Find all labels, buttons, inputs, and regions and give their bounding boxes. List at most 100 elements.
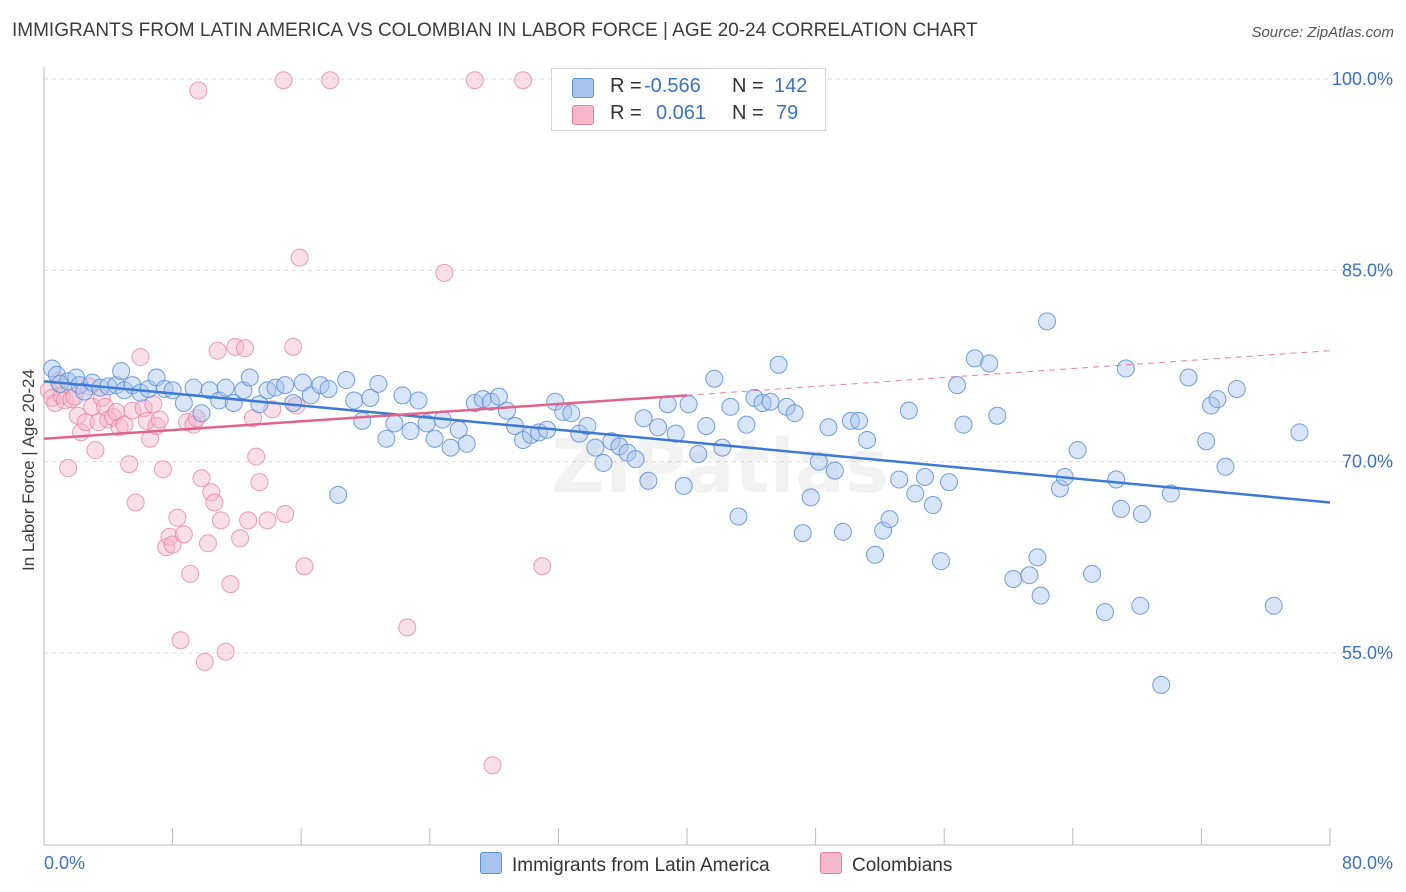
latin-america-point — [1179, 368, 1198, 387]
source-label: Source: ZipAtlas.com — [1251, 24, 1394, 41]
legend-n-label: N = — [732, 102, 764, 124]
colombians-point — [398, 618, 417, 637]
latin-america-point — [980, 354, 999, 373]
latin-america-point — [1107, 470, 1126, 489]
latin-america-point — [1290, 423, 1309, 442]
latin-america-point — [1161, 484, 1180, 503]
x-tick-label: 0.0% — [44, 853, 85, 873]
correlation-legend: R = -0.566 N = 142 R = 0.061 N = 79 — [551, 68, 826, 131]
colombians-point — [290, 248, 309, 267]
legend-r-label: R = — [610, 75, 642, 97]
latin-america-point — [1038, 312, 1057, 331]
colombians-point — [198, 534, 217, 553]
colombians-point — [208, 341, 227, 360]
latin-america-point — [954, 415, 973, 434]
colombians-point — [187, 409, 206, 428]
latin-america-point — [906, 484, 925, 503]
bottom-legend-colombians: Colombians — [820, 852, 952, 877]
latin-america-point — [578, 416, 597, 435]
colombians-point — [65, 387, 84, 406]
latin-america-point — [1208, 390, 1227, 409]
latin-america-point — [825, 461, 844, 480]
latin-america-point — [1264, 596, 1283, 615]
latin-america-point — [369, 374, 388, 393]
colombians-point — [321, 71, 340, 90]
colombians-point — [258, 511, 277, 530]
latin-america-point — [880, 510, 899, 529]
latin-america-point — [337, 371, 356, 390]
latin-america-point — [1202, 396, 1221, 415]
latin-america-point — [1031, 586, 1050, 605]
axes — [43, 67, 1331, 846]
colombians-point — [171, 631, 190, 650]
latin-america-point — [385, 414, 404, 433]
y-tick-label: 55.0% — [1342, 643, 1393, 663]
colombians-point — [514, 71, 533, 90]
bottom-legend-swatch-blue — [480, 852, 502, 874]
latin-america-point — [1068, 441, 1087, 460]
latin-america-point — [819, 418, 838, 437]
latin-america-point — [401, 422, 420, 441]
bottom-legend-label: Colombians — [852, 855, 953, 876]
latin-america-point — [562, 404, 581, 423]
colombians-point — [211, 511, 230, 530]
latin-america-point — [948, 376, 967, 395]
legend-r-label: R = — [610, 102, 642, 124]
latin-america-point — [1083, 564, 1102, 583]
colombians-point — [195, 652, 214, 671]
latin-america-point — [240, 368, 259, 387]
colombians-point — [276, 504, 295, 523]
bottom-legend-label: Immigrants from Latin America — [512, 855, 770, 876]
latin-america-point — [866, 545, 885, 564]
colombians-trend-line — [43, 394, 688, 440]
latin-america-point — [890, 470, 909, 489]
legend-n-label: N = — [732, 75, 764, 97]
latin-america-point — [1131, 596, 1150, 615]
latin-america-point — [639, 471, 658, 490]
bottom-legend-swatch-pink — [820, 852, 842, 874]
latin-america-point — [940, 473, 959, 492]
latin-america-point — [409, 391, 428, 410]
latin-america-point — [801, 488, 820, 507]
latin-america-point — [666, 424, 685, 443]
legend-n-value: 142 — [774, 75, 808, 97]
colombians-point — [435, 263, 454, 282]
latin-america-point — [674, 476, 693, 495]
watermark: ZIPatlas — [551, 424, 889, 510]
y-tick-label: 70.0% — [1342, 452, 1393, 472]
chart-title: IMMIGRANTS FROM LATIN AMERICA VS COLOMBI… — [12, 20, 978, 41]
latin-america-point — [658, 395, 677, 414]
legend-swatch-blue — [572, 78, 594, 98]
bottom-legend-latin-america: Immigrants from Latin America — [480, 852, 770, 877]
colombians-point — [126, 493, 145, 512]
colombians-point — [205, 493, 224, 512]
latin-america-point — [858, 430, 877, 449]
colombians-point — [174, 525, 193, 544]
latin-america-point — [833, 522, 852, 541]
legend-n-value: 79 — [776, 102, 799, 124]
latin-america-point — [721, 397, 740, 416]
latin-america-point — [319, 379, 338, 398]
latin-america-point — [457, 434, 476, 453]
colombians-point — [123, 401, 142, 420]
colombians-point — [83, 397, 102, 416]
colombians-point — [59, 459, 78, 478]
colombians-point — [189, 81, 208, 100]
tick-labels: In Labor Force | Age 20-24 55.0% 70.0% 85.0… — [19, 69, 1393, 873]
legend-r-value: -0.566 — [644, 75, 701, 97]
latin-america-point — [586, 438, 605, 457]
latin-america-point — [441, 438, 460, 457]
latin-america-point — [793, 524, 812, 543]
colombians-point — [181, 564, 200, 583]
y-tick-label: 85.0% — [1342, 260, 1393, 280]
grid-lines — [44, 78, 1395, 654]
latin-america-point — [785, 404, 804, 423]
colombians-point — [192, 469, 211, 488]
latin-america-point — [761, 392, 780, 411]
latin-america-point — [626, 450, 645, 469]
latin-america-point — [1004, 570, 1023, 589]
latin-america-point — [293, 373, 312, 392]
legend-swatch-pink — [572, 105, 594, 125]
latin-america-point — [489, 387, 508, 406]
y-axis-title: In Labor Force | Age 20-24 — [19, 369, 38, 571]
